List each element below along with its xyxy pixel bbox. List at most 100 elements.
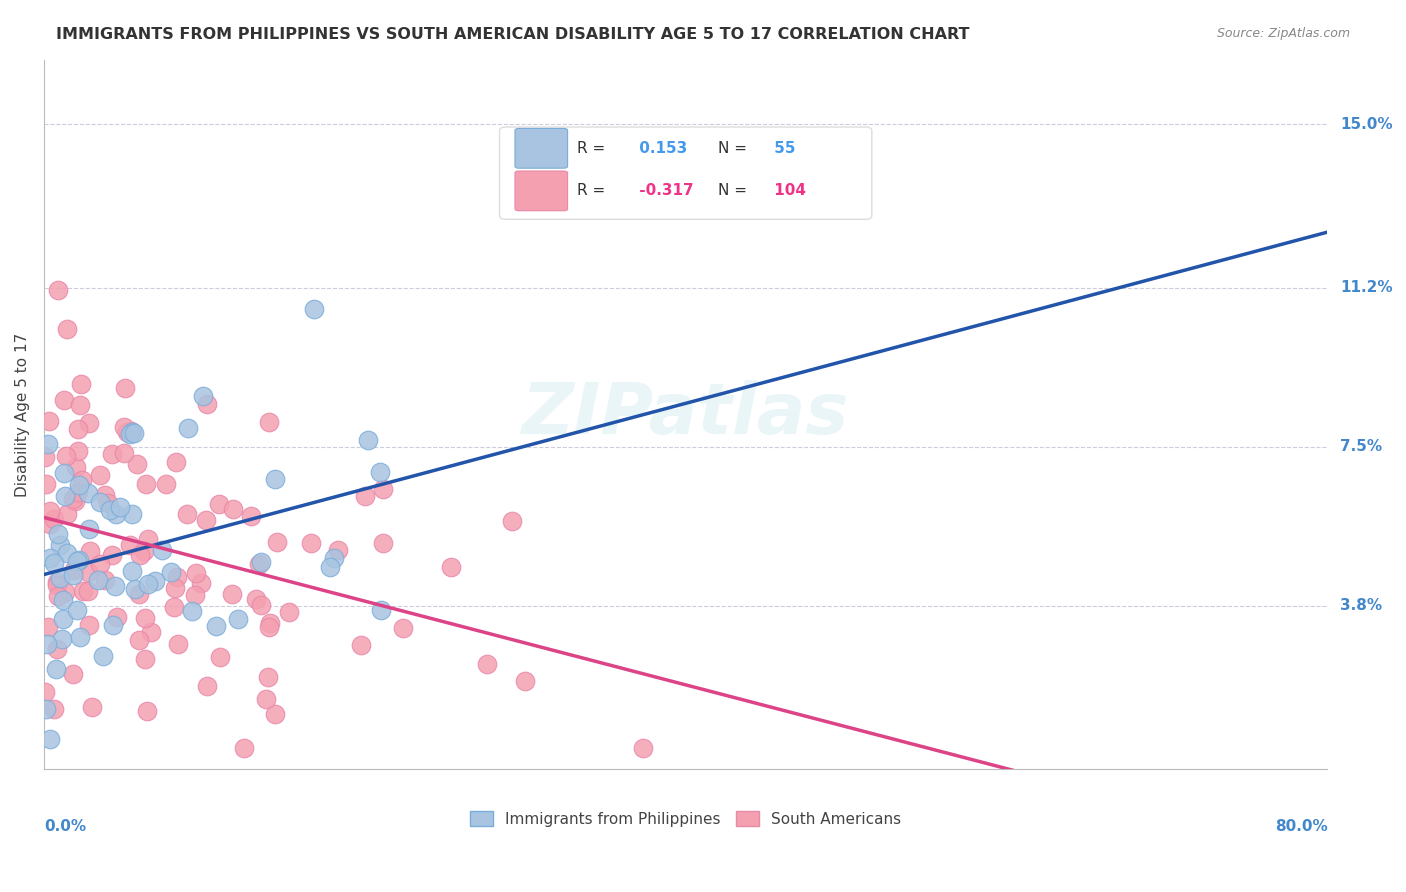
South Americans bbox=[373, 482, 395, 496]
Immigrants from Philippines bbox=[45, 662, 67, 676]
Text: Source: ZipAtlas.com: Source: ZipAtlas.com bbox=[1216, 27, 1350, 40]
South Americans bbox=[69, 398, 91, 412]
South Americans bbox=[114, 420, 136, 434]
South Americans bbox=[250, 599, 273, 613]
Immigrants from Philippines bbox=[103, 617, 125, 632]
South Americans bbox=[63, 563, 86, 577]
Text: 3.8%: 3.8% bbox=[1340, 599, 1382, 614]
South Americans bbox=[195, 679, 218, 693]
Immigrants from Philippines bbox=[62, 568, 84, 582]
South Americans bbox=[197, 396, 219, 410]
South Americans bbox=[134, 652, 156, 666]
Immigrants from Philippines bbox=[205, 619, 228, 633]
Text: -0.317: -0.317 bbox=[634, 184, 695, 198]
Y-axis label: Disability Age 5 to 17: Disability Age 5 to 17 bbox=[15, 333, 30, 497]
Immigrants from Philippines bbox=[191, 389, 214, 403]
South Americans bbox=[136, 704, 159, 718]
South Americans bbox=[100, 447, 122, 461]
South Americans bbox=[79, 416, 101, 430]
South Americans bbox=[67, 444, 90, 458]
South Americans bbox=[475, 657, 498, 671]
Text: 7.5%: 7.5% bbox=[1340, 439, 1382, 454]
South Americans bbox=[45, 641, 67, 656]
Immigrants from Philippines bbox=[264, 472, 287, 486]
Immigrants from Philippines bbox=[103, 579, 125, 593]
Immigrants from Philippines bbox=[66, 554, 89, 568]
South Americans bbox=[67, 484, 90, 499]
South Americans bbox=[299, 536, 322, 550]
South Americans bbox=[97, 496, 120, 510]
South Americans bbox=[34, 685, 56, 699]
Immigrants from Philippines bbox=[104, 508, 127, 522]
Immigrants from Philippines bbox=[152, 543, 174, 558]
South Americans bbox=[62, 666, 84, 681]
South Americans bbox=[56, 507, 79, 521]
Immigrants from Philippines bbox=[138, 577, 160, 591]
South Americans bbox=[165, 581, 187, 595]
South Americans bbox=[350, 638, 373, 652]
South Americans bbox=[89, 557, 111, 571]
FancyBboxPatch shape bbox=[515, 128, 568, 169]
Immigrants from Philippines bbox=[91, 648, 114, 663]
South Americans bbox=[266, 534, 288, 549]
South Americans bbox=[257, 669, 280, 683]
South Americans bbox=[264, 706, 287, 721]
Immigrants from Philippines bbox=[52, 466, 75, 480]
South Americans bbox=[513, 673, 536, 688]
South Americans bbox=[190, 576, 212, 591]
South Americans bbox=[501, 514, 523, 528]
Immigrants from Philippines bbox=[52, 593, 75, 607]
South Americans bbox=[277, 605, 299, 619]
South Americans bbox=[46, 589, 69, 603]
South Americans bbox=[392, 621, 415, 635]
Text: 80.0%: 80.0% bbox=[1275, 819, 1327, 834]
South Americans bbox=[70, 376, 93, 391]
South Americans bbox=[221, 502, 243, 516]
South Americans bbox=[257, 620, 280, 634]
South Americans bbox=[65, 459, 87, 474]
South Americans bbox=[163, 599, 186, 614]
Immigrants from Philippines bbox=[87, 573, 110, 587]
Immigrants from Philippines bbox=[322, 551, 344, 566]
South Americans bbox=[194, 513, 217, 527]
South Americans bbox=[80, 699, 103, 714]
South Americans bbox=[63, 494, 86, 508]
South Americans bbox=[167, 636, 190, 650]
South Americans bbox=[114, 381, 136, 395]
South Americans bbox=[128, 587, 150, 601]
Immigrants from Philippines bbox=[98, 503, 121, 517]
South Americans bbox=[166, 570, 188, 584]
Immigrants from Philippines bbox=[69, 630, 91, 644]
South Americans bbox=[633, 740, 655, 755]
Immigrants from Philippines bbox=[122, 425, 145, 440]
South Americans bbox=[259, 615, 281, 630]
South Americans bbox=[79, 544, 101, 558]
Immigrants from Philippines bbox=[67, 478, 90, 492]
South Americans bbox=[257, 415, 280, 429]
South Americans bbox=[134, 543, 156, 558]
Text: 15.0%: 15.0% bbox=[1340, 117, 1393, 132]
FancyBboxPatch shape bbox=[515, 171, 568, 211]
Immigrants from Philippines bbox=[39, 551, 62, 566]
Immigrants from Philippines bbox=[370, 602, 392, 616]
Immigrants from Philippines bbox=[368, 465, 391, 479]
Immigrants from Philippines bbox=[108, 500, 131, 514]
South Americans bbox=[326, 543, 349, 558]
Immigrants from Philippines bbox=[37, 437, 59, 451]
South Americans bbox=[45, 574, 67, 589]
Immigrants from Philippines bbox=[302, 301, 325, 316]
South Americans bbox=[46, 578, 69, 592]
Text: 0.153: 0.153 bbox=[634, 141, 688, 156]
Immigrants from Philippines bbox=[181, 604, 204, 618]
South Americans bbox=[52, 392, 75, 407]
Text: 104: 104 bbox=[769, 184, 806, 198]
South Americans bbox=[128, 632, 150, 647]
South Americans bbox=[155, 477, 177, 491]
South Americans bbox=[34, 450, 56, 464]
Immigrants from Philippines bbox=[37, 637, 59, 651]
South Americans bbox=[39, 516, 62, 531]
South Americans bbox=[44, 512, 66, 526]
Text: IMMIGRANTS FROM PHILIPPINES VS SOUTH AMERICAN DISABILITY AGE 5 TO 17 CORRELATION: IMMIGRANTS FROM PHILIPPINES VS SOUTH AME… bbox=[56, 27, 970, 42]
Immigrants from Philippines bbox=[89, 495, 111, 509]
South Americans bbox=[183, 588, 205, 602]
